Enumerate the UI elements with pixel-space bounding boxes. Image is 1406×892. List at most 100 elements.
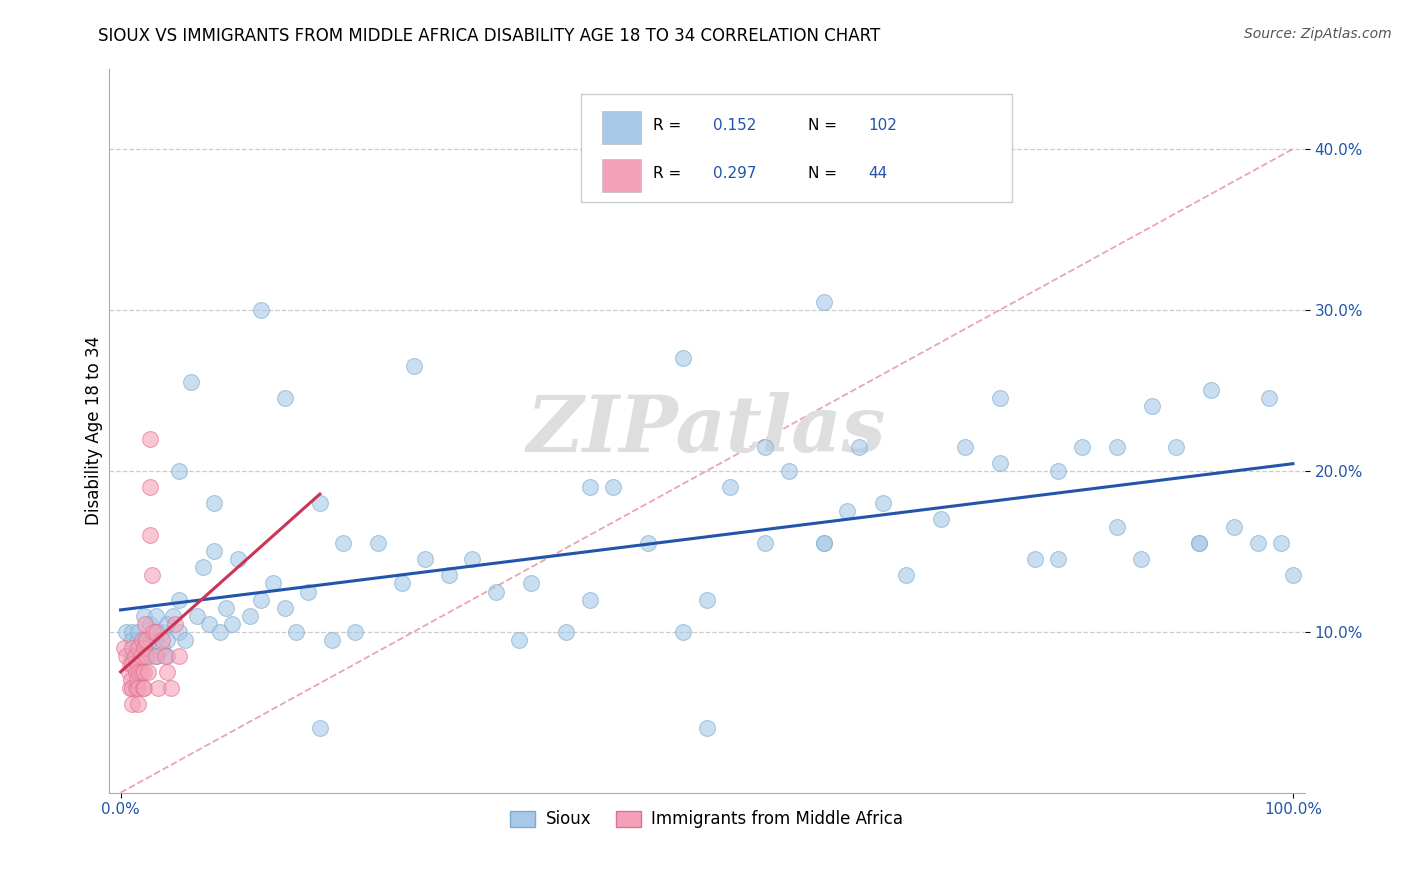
Point (285, 624, 308, 639)
Point (142, 624, 165, 639)
Point (115, 648, 138, 663)
Point (131, 632, 153, 647)
Point (139, 616, 162, 631)
Text: ZIPatlas: ZIPatlas (527, 392, 886, 469)
Point (1164, 440, 1187, 454)
Point (160, 681, 183, 695)
Point (191, 560, 214, 574)
Point (1024, 552, 1046, 566)
Point (202, 496, 225, 510)
Point (332, 536, 354, 550)
Point (273, 600, 295, 615)
Point (180, 376, 202, 390)
FancyBboxPatch shape (581, 94, 1012, 202)
Point (696, 592, 718, 607)
Point (215, 600, 238, 615)
Point (1142, 400, 1164, 414)
Point (848, 440, 870, 454)
Point (813, 294, 835, 309)
Point (321, 632, 343, 647)
Point (402, 359, 425, 374)
Point (1188, 536, 1211, 550)
Point (124, 648, 146, 663)
Point (145, 632, 167, 647)
Point (121, 657, 143, 671)
Point (461, 552, 484, 566)
Point (1282, 568, 1305, 582)
Point (297, 584, 319, 599)
Point (696, 721, 718, 735)
Point (813, 536, 835, 550)
Point (672, 624, 695, 639)
Point (167, 592, 190, 607)
Point (132, 640, 155, 655)
Point (139, 480, 162, 494)
Point (1258, 392, 1281, 406)
Point (135, 648, 157, 663)
Point (1270, 536, 1292, 550)
Point (718, 480, 741, 494)
Point (129, 648, 152, 663)
Point (134, 616, 156, 631)
Point (209, 624, 232, 639)
Point (139, 432, 162, 446)
Point (145, 608, 167, 623)
Point (174, 632, 197, 647)
Point (167, 464, 190, 478)
Point (262, 576, 284, 591)
Point (127, 657, 149, 671)
Point (1107, 440, 1129, 454)
Point (121, 681, 143, 695)
Point (121, 640, 143, 655)
Point (309, 496, 332, 510)
Point (156, 648, 179, 663)
Point (1247, 536, 1270, 550)
Point (238, 608, 260, 623)
Point (132, 632, 155, 647)
Point (127, 697, 149, 711)
Point (250, 592, 273, 607)
Point (813, 536, 835, 550)
Text: R =: R = (652, 119, 686, 134)
Point (139, 648, 162, 663)
Y-axis label: Disability Age 18 to 34: Disability Age 18 to 34 (86, 336, 103, 525)
Point (156, 632, 179, 647)
Point (250, 302, 273, 317)
Point (132, 640, 155, 655)
Point (988, 456, 1011, 470)
Text: 0.297: 0.297 (713, 166, 756, 181)
Point (1107, 520, 1129, 534)
Point (118, 665, 141, 679)
Point (988, 392, 1011, 406)
Point (1047, 464, 1070, 478)
Text: N =: N = (808, 166, 842, 181)
Point (145, 624, 167, 639)
Point (127, 640, 149, 655)
Text: 102: 102 (868, 119, 897, 134)
Text: N =: N = (808, 119, 842, 134)
Point (145, 624, 167, 639)
Point (415, 552, 437, 566)
Point (146, 681, 169, 695)
Point (156, 665, 179, 679)
Point (131, 665, 153, 679)
Point (139, 632, 162, 647)
Text: 44: 44 (868, 166, 887, 181)
Point (127, 640, 149, 655)
Point (132, 648, 155, 663)
Point (139, 528, 162, 542)
Point (872, 496, 894, 510)
Point (141, 568, 163, 582)
Point (115, 624, 138, 639)
Point (1188, 536, 1211, 550)
Point (162, 608, 184, 623)
Point (1070, 440, 1092, 454)
Point (485, 584, 508, 599)
Point (118, 657, 141, 671)
Point (120, 673, 142, 687)
Legend: Sioux, Immigrants from Middle Africa: Sioux, Immigrants from Middle Africa (503, 804, 910, 835)
Point (555, 624, 578, 639)
Point (197, 616, 219, 631)
Point (391, 576, 413, 591)
Point (136, 665, 159, 679)
